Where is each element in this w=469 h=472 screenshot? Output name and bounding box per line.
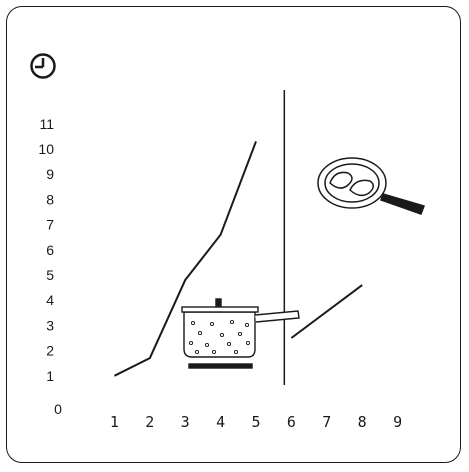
x-tick-label: 4 [216, 413, 225, 431]
series-line-2 [290, 284, 363, 339]
y-tick-label: 2 [46, 343, 54, 359]
boiling-pot-icon [181, 298, 300, 369]
y-tick-label: 6 [46, 242, 54, 258]
y-tick-label: 4 [46, 292, 54, 308]
y-tick-label: 8 [46, 191, 54, 207]
y-tick-label: 7 [46, 217, 54, 233]
x-tick-label: 5 [251, 413, 260, 431]
x-tick-label: 6 [287, 413, 296, 431]
series-line-1 [113, 141, 257, 377]
frying-pan-icon [317, 157, 425, 215]
x-tick-label: 1 [110, 413, 119, 431]
y-tick-label: 11 [39, 116, 54, 132]
origin-label: 0 [54, 401, 62, 417]
clock-icon [30, 53, 56, 79]
diagram-card [6, 6, 461, 463]
chart-series [113, 141, 363, 377]
y-tick-label: 9 [46, 166, 54, 182]
x-tick-label: 3 [181, 413, 190, 431]
x-tick-label: 2 [145, 413, 154, 431]
y-tick-label: 1 [46, 368, 54, 384]
x-tick-label: 9 [393, 413, 402, 431]
y-tick-label: 10 [38, 141, 54, 157]
y-tick-label: 3 [46, 317, 54, 333]
y-axis-ticks: 1 2 3 4 5 6 7 8 9 10 11 [38, 116, 54, 384]
x-tick-label: 7 [322, 413, 331, 431]
x-tick-label: 8 [358, 413, 367, 431]
y-tick-label: 5 [46, 267, 54, 283]
x-axis-ticks: 1 2 3 4 5 6 7 8 9 [110, 413, 402, 431]
